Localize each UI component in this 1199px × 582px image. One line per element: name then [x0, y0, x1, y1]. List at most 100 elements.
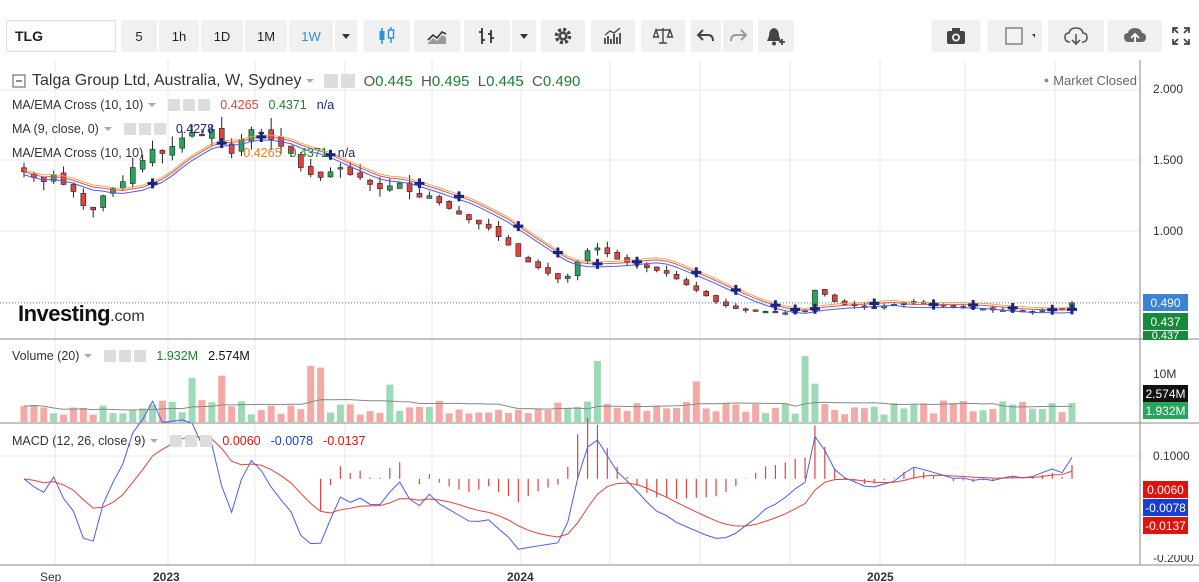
candle-body	[446, 201, 452, 209]
close-icon[interactable]	[153, 123, 166, 135]
volume-bar	[504, 413, 512, 422]
redo-icon	[730, 29, 748, 42]
volume-bar	[1058, 412, 1066, 422]
macd-hist-tag: -0.0137	[1143, 517, 1188, 534]
volume-legend[interactable]: Volume (20) 1.932M 2.574M	[12, 349, 250, 363]
chart-area[interactable]: Talga Group Ltd, Australia, W, Sydney O0…	[0, 60, 1199, 582]
candle-body	[673, 274, 680, 280]
candle-body	[495, 226, 502, 237]
candle-body	[416, 193, 423, 198]
volume-bar	[50, 413, 58, 422]
color-picker-button[interactable]	[988, 20, 1042, 52]
instrument-header: Talga Group Ltd, Australia, W, Sydney O0…	[12, 72, 580, 90]
chevron-down-icon[interactable]	[146, 99, 158, 111]
gear-icon[interactable]	[341, 74, 356, 88]
chevron-down-icon[interactable]	[102, 123, 114, 135]
indicator-legend-3[interactable]: MA/EMA Cross (10, 10) 0.4265 0.4371 n/a	[12, 146, 356, 160]
redo-button[interactable]	[723, 20, 753, 52]
fullscreen-button[interactable]	[1164, 20, 1198, 52]
line-chart-icon	[427, 31, 447, 44]
candle-body	[822, 289, 828, 295]
snapshot-button[interactable]	[932, 20, 980, 52]
line-chart-button[interactable]	[414, 20, 460, 52]
candle-body	[782, 312, 789, 315]
candle-body	[367, 179, 373, 185]
indicators-button[interactable]	[591, 20, 635, 52]
volume-bar	[920, 403, 928, 422]
volume-bar	[465, 413, 473, 422]
close-icon[interactable]	[198, 99, 211, 111]
volume-bar	[267, 405, 275, 422]
interval-1w[interactable]: 1W	[289, 20, 333, 52]
gear-icon[interactable]	[119, 350, 132, 362]
last-price-tag: 0.490	[1143, 294, 1188, 311]
candle-body	[723, 301, 729, 307]
volume-bar	[257, 410, 265, 422]
candle-body	[1039, 309, 1046, 312]
cross-marker	[1067, 304, 1077, 315]
candle-body	[288, 145, 294, 154]
gear-icon[interactable]	[138, 123, 151, 135]
candle-body	[713, 295, 719, 302]
macd-axis-label: -0.2000	[1153, 555, 1194, 563]
price-pane	[0, 116, 1140, 315]
interval-1h[interactable]: 1h	[159, 20, 199, 52]
candle-body	[693, 285, 700, 291]
volume-bar	[346, 404, 354, 422]
moving-average-line	[23, 139, 1073, 314]
bars-button[interactable]	[464, 20, 510, 52]
volume-bar	[69, 407, 77, 422]
volume-bar	[584, 401, 592, 422]
visibility-icon[interactable]	[170, 435, 183, 447]
indicator-legend-1[interactable]: MA/EMA Cross (10, 10) 0.4265 0.4371 n/a	[12, 98, 335, 112]
symbol-input[interactable]: TLG	[6, 20, 116, 52]
macd-legend[interactable]: MACD (12, 26, close, 9) 0.0060 -0.0078 -…	[12, 434, 366, 448]
chevron-down-icon[interactable]	[304, 75, 316, 87]
interval-1d[interactable]: 1D	[201, 20, 243, 52]
candle-body	[327, 171, 334, 178]
candle-body	[683, 279, 690, 285]
volume-bar	[277, 413, 285, 422]
cross-marker	[256, 132, 267, 142]
visibility-icon[interactable]	[123, 123, 136, 135]
download-button[interactable]	[1048, 20, 1104, 52]
indicator-legend-2[interactable]: MA (9, close, 0) 0.4278	[12, 122, 215, 136]
visibility-icon[interactable]	[104, 350, 117, 362]
candle-body	[653, 266, 660, 271]
collapse-icon[interactable]	[12, 74, 26, 88]
alert-button[interactable]	[758, 20, 794, 52]
upload-button[interactable]	[1108, 20, 1162, 52]
interval-dropdown[interactable]	[335, 20, 357, 52]
undo-button[interactable]	[691, 20, 721, 52]
pane-frames	[0, 60, 1199, 566]
visibility-icon[interactable]	[168, 99, 181, 111]
gear-icon[interactable]	[183, 99, 196, 111]
time-axis-label: 2025	[867, 570, 894, 582]
volume-bar	[99, 405, 107, 422]
visibility-icon[interactable]	[324, 74, 339, 88]
volume-bar	[514, 409, 522, 422]
volume-bar	[1019, 401, 1027, 422]
chart-canvas[interactable]	[0, 60, 1199, 582]
candle-body	[199, 133, 205, 137]
compare-button[interactable]	[641, 20, 685, 52]
candle-body	[387, 185, 393, 191]
volume-bar	[939, 400, 947, 422]
gear-icon[interactable]	[185, 435, 198, 447]
close-icon[interactable]	[200, 435, 213, 447]
cross-marker	[1007, 302, 1018, 313]
volume-bar	[712, 411, 720, 422]
volume-bar	[218, 375, 226, 422]
volume-pane	[20, 356, 1076, 422]
settings-button[interactable]	[541, 20, 585, 52]
chevron-down-icon[interactable]	[148, 435, 160, 447]
chart-type-dropdown[interactable]	[512, 20, 536, 52]
candles-button[interactable]	[364, 20, 410, 52]
close-icon[interactable]	[134, 350, 147, 362]
volume-bar	[524, 413, 532, 422]
interval-1m[interactable]: 1M	[245, 20, 287, 52]
moving-average-line	[23, 136, 1073, 311]
chevron-down-icon[interactable]	[82, 350, 94, 362]
interval-5[interactable]: 5	[121, 20, 157, 52]
camera-icon	[947, 28, 965, 44]
